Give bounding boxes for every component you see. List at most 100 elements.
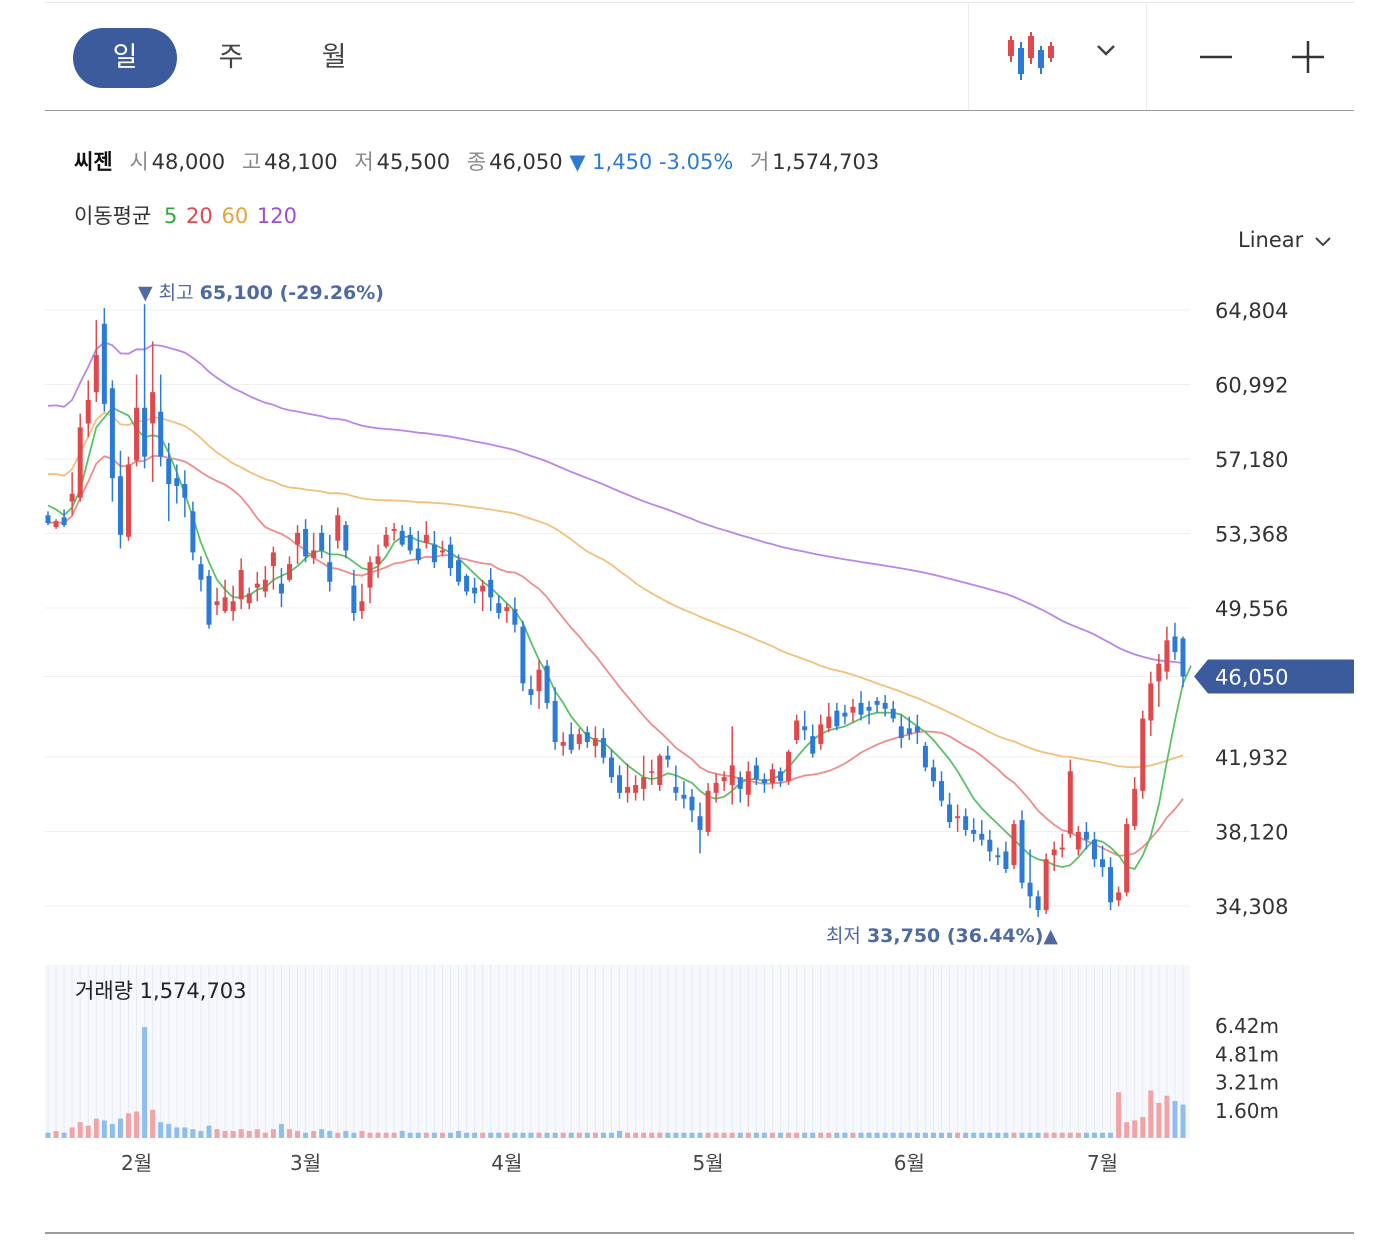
volume-bar	[826, 1132, 832, 1138]
volume-bar	[125, 1113, 131, 1138]
price-tick-label: 41,932	[1215, 746, 1288, 770]
candle-body	[206, 575, 212, 625]
candle-body	[1124, 824, 1130, 893]
candle	[278, 568, 284, 608]
volume-bar	[568, 1132, 574, 1138]
open-value: 48,000	[151, 150, 226, 174]
volume-short-value: 1,574,703	[772, 150, 880, 174]
volume-bar	[939, 1132, 945, 1138]
volume-bar	[617, 1130, 623, 1138]
period-tab-week[interactable]: 주	[218, 42, 244, 73]
candle-body	[536, 669, 542, 692]
candle-body	[496, 603, 502, 614]
ma120-line	[47, 341, 1184, 664]
candle	[53, 519, 59, 529]
candle	[979, 820, 985, 846]
candle	[1108, 857, 1114, 911]
candle-body	[270, 552, 276, 567]
candle-body	[150, 392, 156, 424]
zoom-out-icon[interactable]	[1198, 40, 1234, 76]
candle	[922, 741, 928, 772]
chevron-down-icon[interactable]	[1095, 42, 1117, 58]
candle	[890, 700, 896, 723]
volume-bar	[206, 1125, 212, 1138]
candle	[335, 507, 341, 549]
ma-period-5[interactable]: 5	[163, 204, 178, 228]
volume-bar	[142, 1027, 148, 1138]
candle	[125, 456, 131, 541]
volume-bar	[198, 1130, 204, 1138]
candle-body	[61, 517, 67, 526]
candle	[842, 704, 848, 725]
candle	[319, 525, 325, 559]
candle-body	[592, 738, 598, 746]
max-annotation-label: ▼ 최고	[138, 282, 200, 304]
candle	[117, 450, 123, 549]
candle-body	[375, 556, 381, 565]
volume-tick-label: 4.81m	[1215, 1042, 1279, 1066]
candle-body	[53, 521, 59, 528]
candle	[1027, 849, 1033, 909]
candle	[1083, 822, 1089, 850]
ma-period-60[interactable]: 60	[221, 204, 249, 228]
candle-body	[198, 564, 204, 580]
ma-period-20[interactable]: 20	[186, 204, 213, 228]
period-tab-day[interactable]: 일	[73, 28, 177, 88]
candle	[270, 546, 276, 590]
candle	[85, 380, 91, 438]
candle-body	[1035, 896, 1041, 911]
candle-body	[1051, 849, 1057, 856]
candle	[407, 527, 413, 555]
candle-body	[109, 388, 115, 479]
candle-body	[295, 532, 301, 545]
volume-bar	[496, 1132, 502, 1138]
volume-bar	[890, 1132, 896, 1138]
candle-body	[898, 726, 904, 739]
high-value: 48,100	[264, 150, 338, 174]
low-value: 45,500	[376, 150, 451, 174]
candle	[697, 802, 703, 854]
volume-bar	[150, 1109, 156, 1138]
candle-body	[456, 560, 462, 582]
volume-bar	[464, 1132, 470, 1138]
candle-body	[673, 786, 679, 793]
candle	[431, 530, 437, 569]
ma-period-120[interactable]: 120	[256, 204, 297, 228]
volume-bar	[657, 1132, 663, 1138]
price-tick-label: 60,992	[1215, 374, 1288, 398]
volume-bar	[190, 1129, 196, 1138]
candle	[963, 808, 969, 836]
candle-body	[1011, 824, 1017, 866]
candle	[1075, 826, 1081, 856]
candle-body	[439, 550, 445, 553]
candle-body	[77, 427, 83, 498]
candlestick-type-icon[interactable]	[1005, 30, 1055, 82]
volume-bar	[882, 1132, 888, 1138]
candle	[134, 374, 140, 467]
close-label: 종	[466, 150, 487, 174]
candle-body	[1027, 882, 1033, 897]
candle	[504, 603, 510, 623]
volume-bar	[1100, 1132, 1106, 1138]
period-tab-month[interactable]: 월	[321, 42, 347, 73]
candle-body	[1067, 771, 1073, 834]
candle	[552, 687, 558, 750]
candle	[423, 521, 429, 549]
zoom-in-icon[interactable]	[1290, 39, 1326, 75]
candle	[464, 573, 470, 596]
candle	[649, 759, 655, 785]
candle	[158, 374, 164, 467]
volume-bar	[295, 1130, 301, 1138]
volume-bar	[174, 1127, 180, 1138]
top-border	[45, 2, 1354, 3]
candle	[802, 710, 808, 741]
candle-body	[93, 355, 99, 393]
scale-mode-select[interactable]: Linear	[1238, 228, 1332, 252]
candle	[1180, 636, 1186, 688]
volume-short-label: 거	[749, 150, 770, 174]
candle	[608, 749, 614, 784]
candle	[1124, 818, 1130, 897]
candle-body	[568, 734, 574, 750]
candle-body	[423, 534, 429, 543]
